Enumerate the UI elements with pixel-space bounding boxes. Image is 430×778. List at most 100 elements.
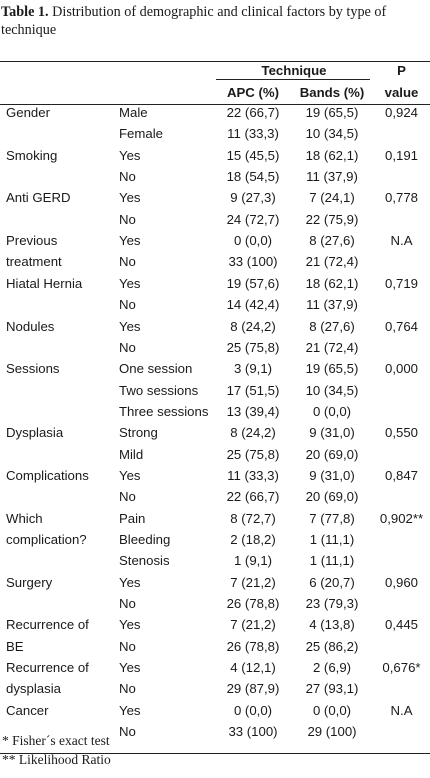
bands-cell: 2 (6,9) — [312, 660, 352, 676]
p-value-cell: 0,000 — [384, 361, 418, 377]
p-value-cell: 0,445 — [384, 617, 418, 633]
p-value-cell: 0,764 — [384, 318, 418, 334]
header-bottom-rule — [0, 104, 430, 105]
bands-cell: 11 (37,9) — [306, 297, 358, 313]
factor-cell: Recurrence of — [6, 660, 89, 676]
header-p-value: value — [384, 85, 419, 100]
factor-cell: Smoking — [6, 147, 58, 163]
level-cell: Yes — [119, 275, 141, 291]
level-cell: Bleeding — [119, 532, 171, 547]
apc-cell: 24 (72,7) — [226, 211, 280, 227]
apc-cell: 22 (66,7) — [226, 489, 280, 505]
factor-cell: Which — [6, 510, 43, 526]
level-cell: Stenosis — [119, 553, 170, 569]
apc-cell: 7 (21,2) — [230, 574, 276, 590]
apc-cell: 15 (45,5) — [226, 147, 280, 163]
apc-cell: 19 (57,6) — [226, 275, 280, 291]
bands-cell: 21 (72,4) — [305, 254, 359, 270]
factor-cell: Cancer — [6, 702, 49, 718]
bands-cell: 27 (93,1) — [305, 681, 359, 697]
apc-cell: 33 (100) — [228, 254, 278, 270]
level-cell: No — [119, 724, 136, 740]
level-cell: Yes — [119, 660, 141, 676]
apc-cell: 0 (0,0) — [233, 233, 273, 249]
factor-cell: BE — [6, 638, 24, 654]
top-rule — [0, 61, 430, 62]
bands-cell: 18 (62,1) — [305, 147, 359, 163]
bands-cell: 19 (65,5) — [305, 361, 359, 377]
factor-cell: Anti GERD — [6, 190, 71, 206]
bands-cell: 10 (34,5) — [305, 126, 359, 142]
level-cell: Yes — [119, 467, 141, 483]
apc-cell: 11 (33,3) — [227, 467, 279, 483]
apc-cell: 26 (78,8) — [226, 596, 280, 612]
bands-cell: 8 (27,6) — [309, 233, 355, 249]
level-cell: Pain — [119, 510, 146, 526]
factor-cell: Recurrence of — [6, 617, 89, 633]
bands-cell: 8 (27,6) — [309, 318, 355, 334]
apc-cell: 25 (75,8) — [226, 339, 280, 355]
level-cell: Yes — [119, 147, 141, 163]
technique-underline — [216, 79, 370, 80]
bands-cell: 21 (72,4) — [305, 339, 359, 355]
bands-cell: 9 (31,0) — [309, 425, 355, 441]
level-cell: One session — [119, 361, 193, 377]
p-value-cell: 0,847 — [384, 467, 418, 483]
bands-cell: 4 (13,8) — [309, 617, 355, 633]
apc-cell: 8 (24,2) — [230, 425, 276, 441]
p-value-cell: 0,960 — [384, 574, 418, 590]
apc-cell: 8 (72,7) — [230, 510, 276, 526]
factor-cell: treatment — [6, 254, 62, 270]
factor-cell: Dysplasia — [6, 425, 64, 441]
apc-cell: 8 (24,2) — [230, 318, 276, 334]
level-cell: Yes — [119, 702, 141, 718]
level-cell: Male — [119, 105, 148, 120]
level-cell: Yes — [119, 617, 141, 633]
table-caption-text: Distribution of demographic and clinical… — [1, 4, 387, 38]
factor-cell: Gender — [6, 105, 50, 120]
level-cell: No — [119, 211, 136, 227]
footnote: * Fisher´s exact test — [2, 733, 110, 748]
p-value-cell: 0,676* — [382, 660, 421, 676]
header-technique: Technique — [261, 63, 327, 78]
level-cell: No — [119, 681, 136, 697]
level-cell: No — [119, 489, 136, 505]
bottom-rule — [0, 753, 430, 754]
factor-cell: complication? — [6, 532, 87, 547]
apc-cell: 13 (39,4) — [226, 403, 280, 419]
apc-cell: 11 (33,3) — [227, 126, 279, 142]
bands-cell: 29 (100) — [307, 724, 357, 740]
p-value-cell: 0,550 — [384, 425, 418, 441]
header-bands: Bands (%) — [299, 85, 365, 100]
apc-cell: 1 (9,1) — [233, 553, 273, 569]
level-cell: Female — [119, 126, 163, 142]
apc-cell: 29 (87,9) — [226, 681, 280, 697]
apc-cell: 17 (51,5) — [226, 382, 280, 398]
apc-cell: 33 (100) — [228, 724, 278, 740]
apc-cell: 0 (0,0) — [233, 702, 273, 718]
bands-cell: 11 (37,9) — [306, 169, 358, 185]
header-p: P — [397, 63, 406, 78]
bands-cell: 18 (62,1) — [305, 275, 359, 291]
bands-cell: 1 (11,1) — [309, 553, 355, 569]
footnote: ** Likelihood Ratio — [2, 752, 111, 767]
factor-cell: Hiatal Hernia — [6, 275, 83, 291]
level-cell: No — [119, 169, 136, 185]
apc-cell: 7 (21,2) — [230, 617, 276, 633]
bands-cell: 1 (11,1) — [309, 532, 355, 547]
level-cell: Three sessions — [119, 403, 209, 419]
level-cell: No — [119, 339, 136, 355]
p-value-cell: N.A — [390, 702, 413, 718]
table-caption: Table 1. Distribution of demographic and… — [1, 3, 425, 39]
bands-cell: 20 (69,0) — [305, 446, 359, 462]
factor-cell: Previous — [6, 233, 58, 249]
p-value-cell: 0,719 — [384, 275, 418, 291]
bands-cell: 22 (75,9) — [305, 211, 359, 227]
apc-cell: 3 (9,1) — [233, 361, 273, 377]
level-cell: Strong — [119, 425, 158, 441]
table-caption-label: Table 1. — [1, 4, 49, 20]
apc-cell: 4 (12,1) — [230, 660, 276, 676]
apc-cell: 26 (78,8) — [226, 638, 280, 654]
level-cell: No — [119, 596, 136, 612]
apc-cell: 22 (66,7) — [226, 105, 280, 120]
